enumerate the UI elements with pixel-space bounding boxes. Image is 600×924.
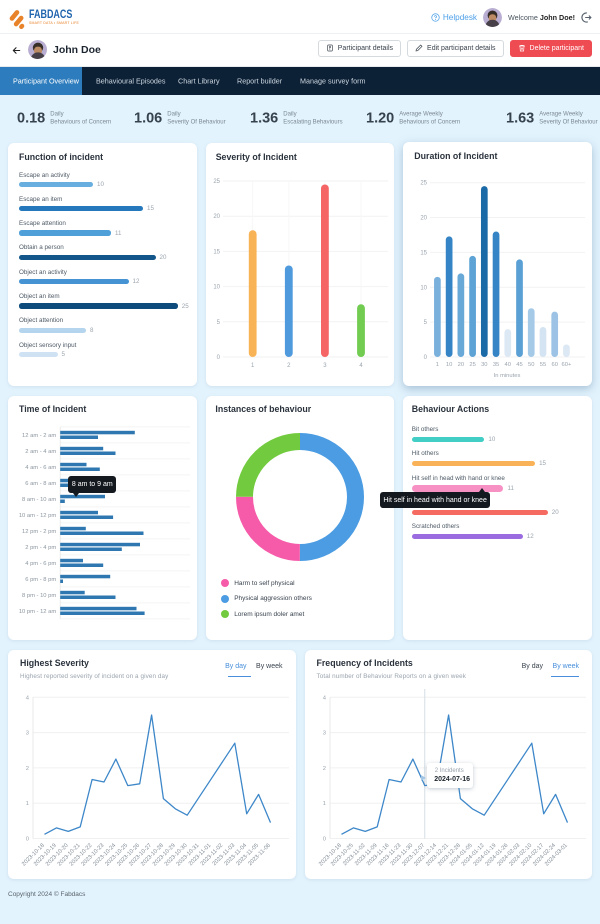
svg-text:0: 0 [26, 837, 29, 843]
svg-text:55: 55 [540, 362, 546, 368]
svg-text:3: 3 [26, 731, 29, 737]
svg-text:4: 4 [26, 695, 30, 701]
svg-text:20: 20 [458, 362, 464, 368]
svg-text:2 pm - 4 pm: 2 pm - 4 pm [25, 545, 56, 551]
svg-text:10: 10 [446, 362, 452, 368]
svg-text:1: 1 [436, 362, 439, 368]
svg-text:10 am - 12 pm: 10 am - 12 pm [19, 513, 57, 519]
svg-text:45: 45 [517, 362, 523, 368]
svg-text:10 pm - 12 am: 10 pm - 12 am [19, 609, 57, 615]
svg-text:12 am - 2 am: 12 am - 2 am [22, 433, 56, 439]
svg-text:0: 0 [322, 837, 325, 843]
svg-text:4 am - 6 am: 4 am - 6 am [25, 465, 56, 471]
svg-text:15: 15 [213, 249, 220, 255]
svg-text:4 pm - 6 pm: 4 pm - 6 pm [25, 561, 56, 567]
svg-text:4: 4 [359, 363, 363, 369]
svg-text:25: 25 [470, 362, 476, 368]
svg-text:4: 4 [322, 695, 326, 701]
svg-text:50: 50 [528, 362, 534, 368]
svg-text:5: 5 [216, 320, 220, 326]
svg-text:15: 15 [421, 250, 428, 256]
svg-text:1: 1 [322, 801, 325, 807]
svg-text:30: 30 [481, 362, 487, 368]
svg-text:1: 1 [26, 801, 29, 807]
svg-text:3: 3 [323, 363, 327, 369]
svg-text:2: 2 [26, 766, 29, 772]
svg-text:8 pm - 10 pm: 8 pm - 10 pm [22, 593, 56, 599]
svg-text:In minutes: In minutes [494, 373, 521, 379]
svg-text:35: 35 [493, 362, 499, 368]
svg-text:1: 1 [251, 363, 255, 369]
svg-text:25: 25 [213, 179, 220, 185]
svg-text:0: 0 [216, 355, 220, 361]
svg-text:0: 0 [424, 355, 428, 361]
svg-text:12 pm - 2 pm: 12 pm - 2 pm [22, 529, 56, 535]
svg-text:40: 40 [505, 362, 511, 368]
svg-text:5: 5 [424, 320, 428, 326]
svg-text:6 am - 8 am: 6 am - 8 am [25, 481, 56, 487]
svg-text:6 pm - 8 pm: 6 pm - 8 pm [25, 577, 56, 583]
svg-text:3: 3 [322, 731, 325, 737]
svg-text:2 am - 4 am: 2 am - 4 am [25, 449, 56, 455]
svg-text:25: 25 [421, 181, 428, 187]
svg-text:8 am - 10 am: 8 am - 10 am [22, 497, 56, 503]
svg-text:10: 10 [213, 285, 220, 291]
svg-text:20: 20 [213, 214, 220, 220]
svg-text:60+: 60+ [562, 362, 572, 368]
svg-text:2: 2 [322, 766, 325, 772]
svg-text:20: 20 [421, 216, 428, 222]
svg-text:60: 60 [552, 362, 558, 368]
svg-text:10: 10 [421, 285, 428, 291]
svg-text:2: 2 [287, 363, 291, 369]
